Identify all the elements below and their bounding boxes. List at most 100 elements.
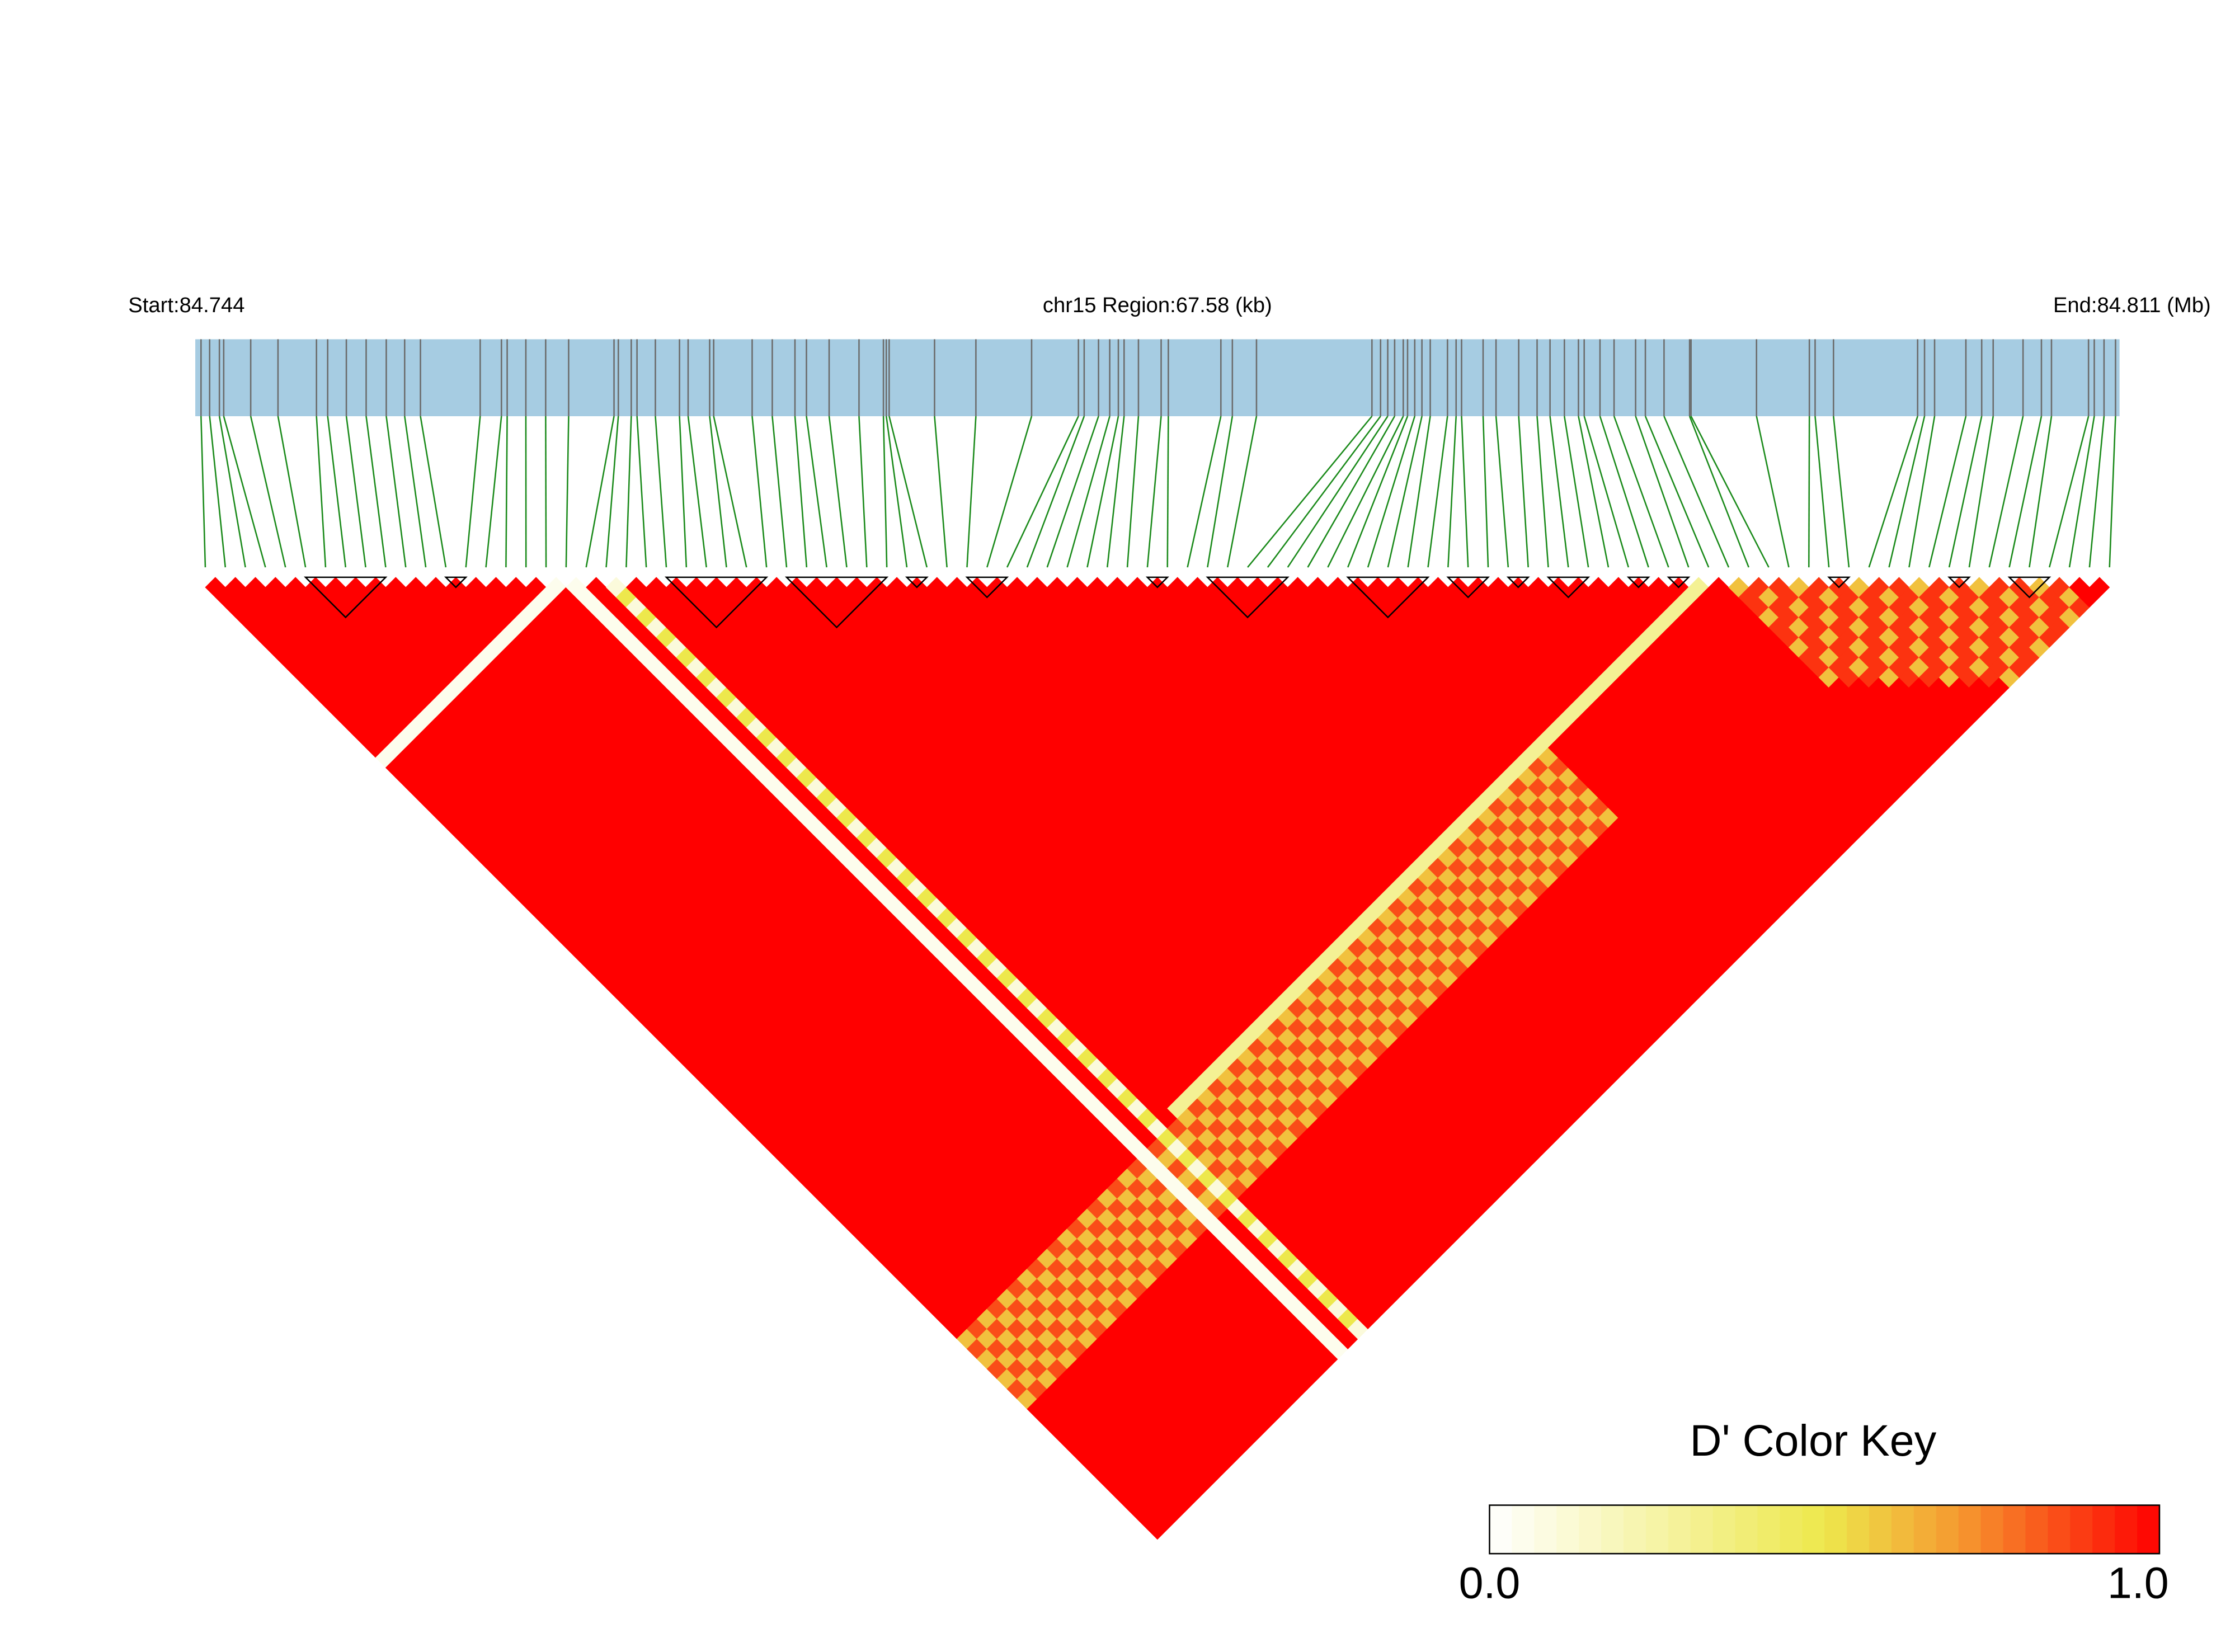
haplotype-block <box>664 576 769 629</box>
snp-connector <box>1187 416 1222 568</box>
snp-connector <box>828 416 848 568</box>
snp-connector <box>404 416 427 568</box>
snp-connector <box>625 416 632 568</box>
color-key-step <box>1802 1505 1825 1554</box>
snp-connector <box>1107 416 1125 568</box>
color-key-step <box>1556 1505 1580 1554</box>
color-key-step <box>1913 1505 1937 1554</box>
haplotype-block <box>1346 576 1430 619</box>
snp-connector <box>1166 416 1169 568</box>
haplotype-block <box>1206 576 1290 619</box>
haplotype-block <box>1446 576 1490 599</box>
haplotype-block <box>1667 576 1691 589</box>
color-key-step <box>1712 1505 1736 1554</box>
snp-connector <box>794 416 808 568</box>
haplotype-block <box>965 576 1009 599</box>
color-key-step <box>1869 1505 1892 1554</box>
color-key-step <box>1668 1505 1691 1554</box>
snp-connector <box>1635 416 1690 568</box>
snp-connector <box>465 416 481 568</box>
snp-connector <box>679 416 688 568</box>
snp-connector <box>1644 416 1710 568</box>
snp-connector <box>365 416 387 568</box>
color-key-step <box>1958 1505 1982 1554</box>
snp-connector <box>1146 416 1162 568</box>
snp-connector <box>1066 416 1111 568</box>
snp-connector <box>1327 416 1404 568</box>
color-key-step <box>2137 1505 2160 1554</box>
snp-connector <box>1968 416 1994 568</box>
color-key-step <box>1489 1505 1513 1554</box>
snp-connector <box>327 416 347 568</box>
haplotype-block <box>304 576 388 619</box>
snp-connector <box>316 416 327 568</box>
snp-connector <box>1461 416 1469 568</box>
color-key-tick-label: 1.0 <box>2107 1559 2169 1608</box>
haplotype-block <box>444 576 468 589</box>
snp-connector <box>2109 416 2116 568</box>
snp-connector <box>1006 416 1079 568</box>
color-key-step <box>2070 1505 2093 1554</box>
snp-connector <box>713 416 747 568</box>
snp-connector <box>1599 416 1649 568</box>
color-key-step <box>1735 1505 1758 1554</box>
color-key-step <box>2003 1505 2026 1554</box>
snp-connector <box>1367 416 1416 568</box>
snp-connector <box>1833 416 1850 568</box>
color-key-step <box>1780 1505 1803 1554</box>
snp-connector <box>1948 416 1983 568</box>
color-key-step <box>2025 1505 2049 1554</box>
snp-connector <box>1482 416 1489 568</box>
ld-cell <box>2089 577 2110 598</box>
haplotype-block <box>1947 576 1971 589</box>
snp-connector <box>806 416 827 568</box>
color-key-step <box>1579 1505 1602 1554</box>
snp-connector <box>858 416 868 568</box>
snp-connector <box>1046 416 1099 568</box>
snp-connector <box>1247 416 1373 568</box>
snp-connector <box>485 416 502 568</box>
snp-connector <box>885 416 908 568</box>
snp-connector <box>2088 416 2105 568</box>
color-key-step <box>2048 1505 2071 1554</box>
snp-connector <box>2029 416 2053 568</box>
snp-connector <box>1495 416 1509 568</box>
snp-connector <box>687 416 707 568</box>
color-key-step <box>1601 1505 1624 1554</box>
haplotype-block <box>784 576 889 629</box>
haplotype-block <box>1145 576 1169 589</box>
snp-connector <box>1447 416 1457 568</box>
snp-connector <box>1347 416 1409 568</box>
snp-connector <box>751 416 768 568</box>
snp-connector <box>1287 416 1389 568</box>
snp-connector <box>218 416 246 568</box>
color-key-tick-label: 0.0 <box>1459 1559 1521 1608</box>
snp-connector <box>1583 416 1630 568</box>
snp-connector <box>636 416 647 568</box>
snp-connector <box>209 416 227 568</box>
color-key-step <box>1623 1505 1646 1554</box>
snp-connector <box>385 416 407 568</box>
snp-connector <box>1026 416 1085 568</box>
haplotype-block <box>1827 576 1851 589</box>
color-key-step <box>2092 1505 2116 1554</box>
color-key-step <box>1824 1505 1848 1554</box>
snp-connector <box>1578 416 1610 568</box>
haplotype-block <box>1546 576 1591 599</box>
snp-connector <box>2068 416 2095 568</box>
snp-connector <box>986 416 1033 568</box>
snp-connector <box>2048 416 2090 568</box>
snp-connector <box>1908 416 1936 568</box>
snp-connector <box>565 416 570 568</box>
color-key-step <box>2115 1505 2138 1554</box>
snp-connector <box>1267 416 1381 568</box>
snp-connector <box>1688 416 1749 568</box>
snp-connector <box>1407 416 1431 568</box>
color-key-step <box>1936 1505 1959 1554</box>
color-key-step <box>1980 1505 2004 1554</box>
haplotype-block <box>2007 576 2052 599</box>
snp-connector <box>1549 416 1569 568</box>
color-key-step <box>1512 1505 1535 1554</box>
snp-connector <box>1756 416 1790 568</box>
